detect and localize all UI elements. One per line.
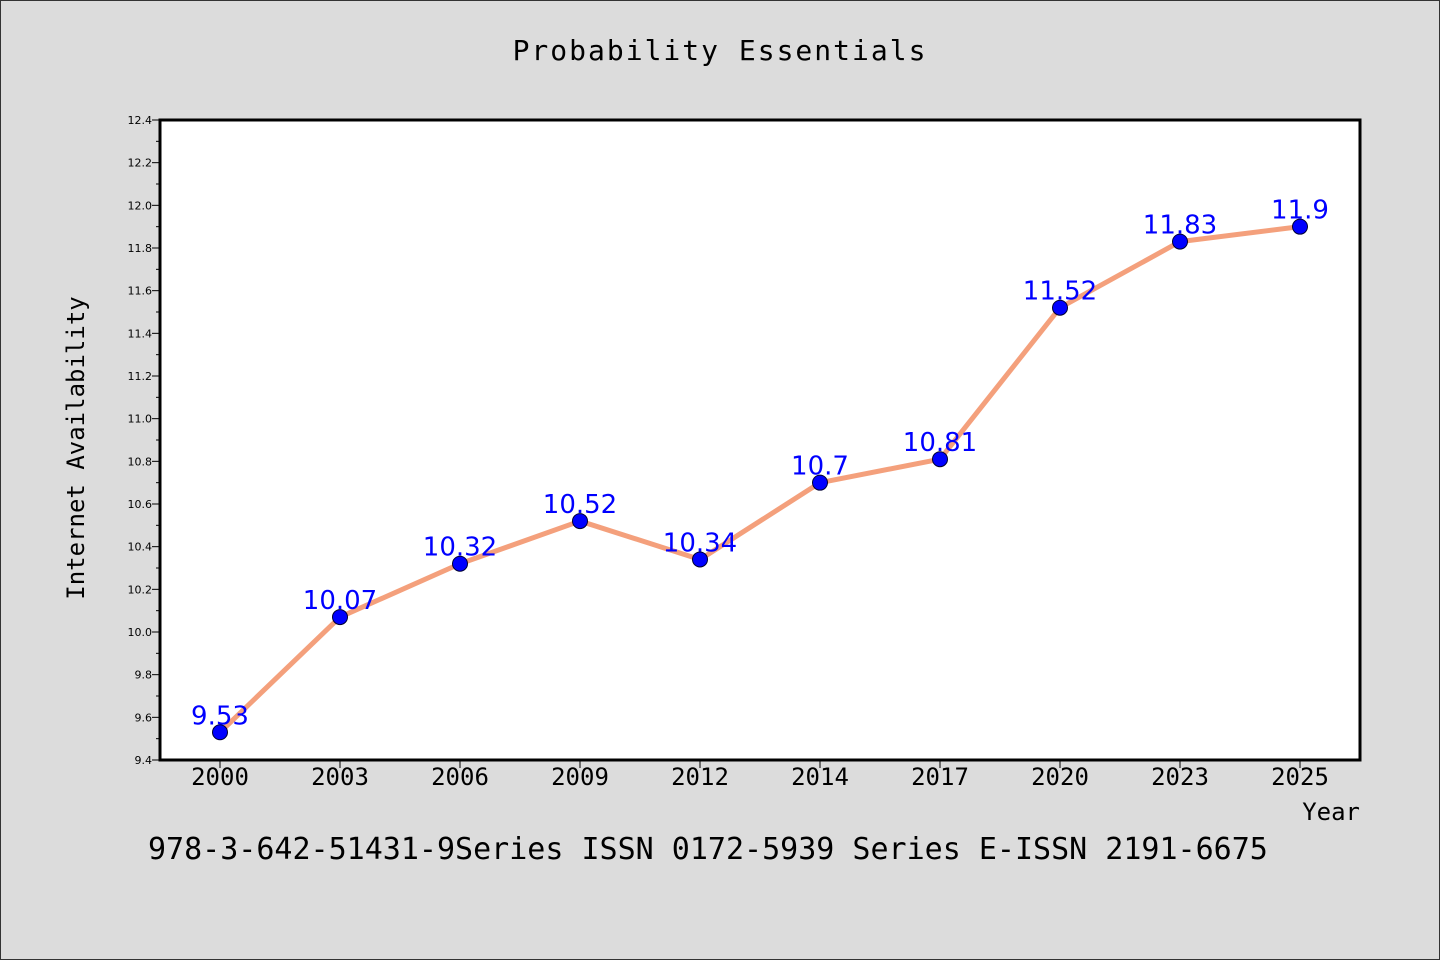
x-axis-label: Year — [1302, 798, 1360, 826]
y-tick-label: 12.4 — [128, 114, 153, 127]
x-axis-ticks: 2000 2003 2006 2009 2012 2014 2017 2020 2023 2025 — [191, 760, 1329, 791]
data-label: 10.81 — [903, 428, 977, 458]
data-point — [212, 724, 228, 741]
x-tick-label: 2017 — [911, 763, 969, 791]
data-label: 10.7 — [791, 452, 849, 482]
x-tick-label: 2025 — [1271, 763, 1329, 791]
x-tick-label: 2014 — [791, 763, 849, 791]
y-tick-label: 11.6 — [128, 285, 153, 298]
data-label: 10.34 — [663, 528, 737, 558]
data-point — [1292, 218, 1308, 235]
y-tick-label: 10.4 — [128, 541, 153, 554]
y-tick-label: 12.2 — [128, 157, 153, 170]
y-axis-label: Internet Availability — [62, 296, 90, 599]
x-tick-label: 2006 — [431, 763, 489, 791]
y-tick-label: 9.6 — [135, 711, 153, 724]
data-point — [1172, 233, 1188, 250]
y-tick-label: 10.0 — [128, 626, 153, 639]
footer-identifier-text: 978-3-642-51431-9Series ISSN 0172-5939 S… — [148, 832, 1268, 867]
x-tick-label: 2000 — [191, 763, 249, 791]
y-tick-label: 11.2 — [128, 370, 153, 383]
y-tick-label: 9.4 — [135, 754, 153, 767]
x-tick-label: 2009 — [551, 763, 609, 791]
x-tick-label: 2020 — [1031, 763, 1089, 791]
y-tick-label: 10.6 — [128, 498, 153, 511]
y-tick-label: 12.0 — [128, 199, 153, 212]
data-label: 10.52 — [543, 490, 617, 520]
y-axis-ticks: 9.4 9.6 9.8 10.0 10.2 10.4 10.6 10.8 11.0 11.2 11.… — [128, 114, 160, 767]
plot-area — [158, 118, 1362, 762]
x-tick-label: 2023 — [1151, 763, 1209, 791]
series-line — [218, 224, 1301, 735]
data-point — [452, 555, 468, 572]
data-point — [1052, 299, 1068, 316]
y-tick-label: 11.8 — [128, 242, 153, 255]
data-label: 10.07 — [303, 586, 377, 616]
data-point — [692, 551, 708, 568]
data-label: 10.32 — [423, 533, 497, 563]
data-label: 11.9 — [1271, 196, 1329, 226]
data-point — [572, 513, 588, 530]
y-tick-label: 9.8 — [135, 669, 153, 682]
x-tick-label: 2003 — [311, 763, 369, 791]
data-label: 11.52 — [1023, 277, 1097, 307]
data-point — [932, 451, 948, 468]
y-tick-label: 10.2 — [128, 583, 153, 596]
data-label: 11.83 — [1143, 211, 1217, 241]
data-label: 9.53 — [191, 701, 249, 731]
y-tick-label: 10.8 — [128, 455, 153, 468]
y-tick-label: 11.4 — [128, 327, 153, 340]
chart-title: Probability Essentials — [512, 34, 928, 67]
data-point — [812, 474, 828, 491]
y-tick-label: 11.0 — [128, 413, 153, 426]
series-layer: 9.53 10.07 10.32 10.52 10.34 10.7 10.81 11.52 11… — [191, 196, 1329, 741]
data-point — [332, 609, 348, 626]
x-tick-label: 2012 — [671, 763, 729, 791]
